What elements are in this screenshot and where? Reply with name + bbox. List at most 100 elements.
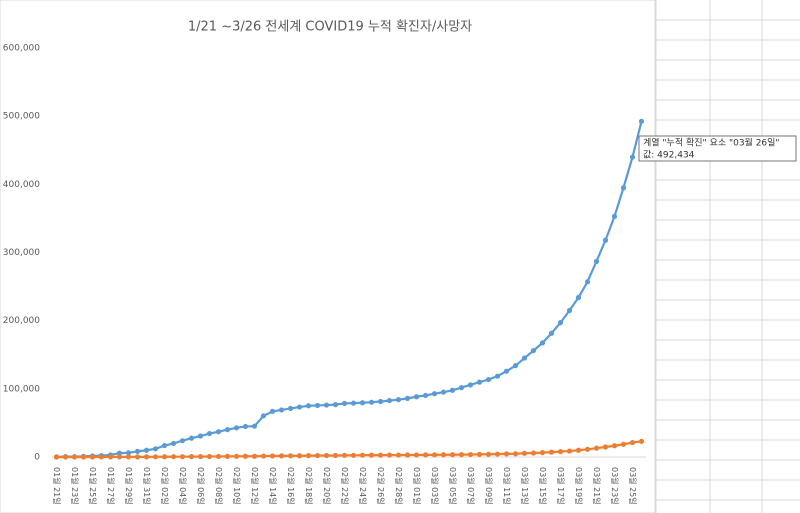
- data-point: [170, 454, 177, 460]
- data-point: [431, 452, 438, 458]
- data-point: [323, 452, 330, 459]
- data-point: [224, 427, 231, 433]
- data-point: [296, 453, 303, 459]
- data-point: [350, 400, 357, 406]
- x-tick-label: 01월 21일: [52, 467, 62, 505]
- tooltip-line: 값: 492,434: [643, 149, 695, 161]
- x-tick-label: 02월 16일: [286, 467, 296, 505]
- y-tick-label: 300,000: [3, 248, 40, 258]
- x-tick-label: 03월 07일: [466, 467, 476, 505]
- chart-title: 1/21 ~3/26 전세계 COVID19 누적 확진자/사망자: [188, 20, 472, 35]
- data-point: [179, 438, 186, 444]
- data-point: [629, 439, 636, 446]
- data-point: [215, 453, 222, 460]
- data-point: [368, 452, 375, 458]
- x-tick-label: 03월 23일: [610, 467, 620, 505]
- x-tick-label: 03월 21일: [592, 467, 602, 505]
- data-point: [602, 237, 609, 243]
- data-point: [548, 330, 555, 336]
- x-tick-label: 01월 25일: [88, 467, 98, 505]
- x-tick-label: 03월 05일: [448, 467, 458, 505]
- data-point: [521, 355, 528, 361]
- x-tick-label: 02월 06일: [196, 467, 206, 505]
- data-point: [557, 449, 564, 455]
- x-tick-label: 03월 25일: [628, 467, 638, 505]
- data-point: [233, 453, 240, 459]
- data-point: [224, 453, 231, 459]
- data-point: [251, 423, 258, 429]
- data-point: [530, 347, 537, 354]
- data-point: [377, 452, 384, 458]
- y-tick-label: 500,000: [3, 112, 40, 122]
- data-point: [404, 395, 411, 401]
- data-point: [602, 444, 609, 450]
- data-point: [188, 435, 195, 441]
- data-point: [170, 440, 177, 447]
- data-point: [161, 454, 168, 460]
- data-point: [134, 454, 141, 460]
- data-point: [305, 453, 312, 459]
- data-point: [467, 382, 474, 388]
- data-point: [179, 454, 186, 460]
- data-point: [323, 402, 330, 408]
- data-point: [440, 389, 447, 395]
- data-point: [296, 404, 303, 410]
- data-point: [62, 454, 69, 460]
- data-point: [287, 405, 294, 412]
- data-point: [395, 397, 402, 403]
- x-tick-label: 02월 26일: [376, 467, 386, 505]
- data-point: [611, 213, 618, 219]
- x-tick-label: 03월 17일: [556, 467, 566, 505]
- data-point: [467, 451, 474, 458]
- data-point: [341, 452, 348, 458]
- data-point: [476, 451, 483, 458]
- x-tick-label: 02월 22일: [340, 467, 350, 505]
- y-tick-label: 100,000: [3, 384, 40, 394]
- data-point: [413, 394, 420, 400]
- data-point: [638, 438, 645, 444]
- data-point: [368, 399, 375, 405]
- data-point: [80, 454, 87, 460]
- x-tick-label: 02월 10일: [232, 467, 242, 505]
- x-tick-label: 02월 28일: [394, 467, 404, 505]
- x-tick-label: 02월 24일: [358, 467, 368, 505]
- data-point: [116, 454, 123, 460]
- data-point: [143, 454, 150, 460]
- data-point: [449, 387, 456, 393]
- data-point: [548, 449, 555, 455]
- data-point: [152, 454, 159, 460]
- data-point: [107, 454, 114, 460]
- x-tick-label: 02월 20일: [322, 467, 332, 505]
- x-tick-label: 02월 04일: [178, 467, 188, 505]
- data-point: [98, 454, 105, 460]
- x-tick-label: 03월 15일: [538, 467, 548, 505]
- x-tick-label: 02월 02일: [160, 467, 170, 505]
- data-point: [593, 258, 600, 264]
- data-point: [422, 452, 429, 458]
- data-point: [341, 400, 348, 407]
- chart-area: [0, 0, 656, 513]
- data-point: [512, 363, 519, 369]
- x-tick-label: 03월 09일: [484, 467, 494, 505]
- data-point: [332, 452, 339, 459]
- data-point: [575, 294, 582, 301]
- data-point: [620, 441, 627, 447]
- data-point: [269, 453, 276, 459]
- data-point: [575, 447, 582, 453]
- data-point: [584, 279, 591, 285]
- data-point: [476, 379, 483, 385]
- x-tick-label: 02월 18일: [304, 467, 314, 505]
- data-point: [305, 403, 312, 409]
- data-point: [215, 429, 222, 435]
- tooltip-box: [638, 135, 797, 162]
- data-point: [260, 413, 267, 419]
- data-point: [314, 402, 321, 409]
- tooltip-line: 계열 "누적 확진" 요소 "03월 26일": [643, 137, 780, 149]
- x-tick-label: 02월 14일: [268, 467, 278, 505]
- data-point: [404, 452, 411, 458]
- data-point: [53, 454, 60, 460]
- data-point: [530, 450, 537, 456]
- sheet-grid: [655, 0, 800, 513]
- x-tick-label: 02월 12일: [250, 467, 260, 505]
